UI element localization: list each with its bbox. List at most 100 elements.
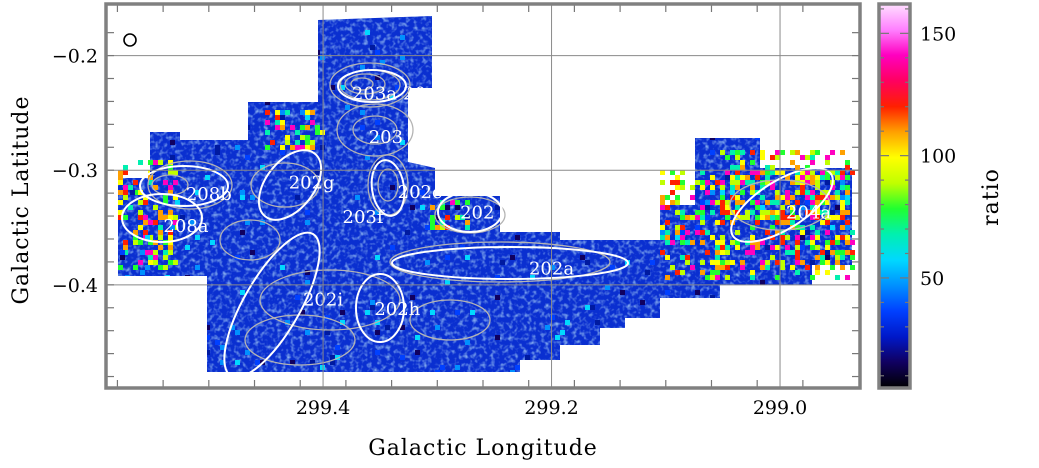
heatmap-pixel <box>695 230 700 235</box>
heatmap-pixel <box>315 170 320 175</box>
heatmap-pixel <box>770 225 775 230</box>
heatmap-pixel <box>740 260 745 265</box>
heatmap-pixel <box>740 265 745 270</box>
heatmap-pixel <box>140 250 145 255</box>
heatmap-pixel <box>735 185 740 190</box>
region-ellipse <box>139 165 229 207</box>
heatmap-pixel <box>825 250 830 255</box>
heatmap-pixel <box>805 190 810 195</box>
heatmap-pixel <box>800 245 805 250</box>
heatmap-pixel <box>760 170 765 175</box>
heatmap-pixel <box>805 165 810 170</box>
heatmap-pixel <box>760 280 765 285</box>
heatmap-pixel <box>305 115 310 120</box>
heatmap-pixel <box>720 205 725 210</box>
heatmap-pixel <box>815 150 820 155</box>
heatmap-pixel <box>810 205 815 210</box>
heatmap-pixel <box>280 145 285 150</box>
heatmap-pixel <box>735 175 740 180</box>
heatmap-pixel <box>710 190 715 195</box>
heatmap-pixel <box>133 190 138 195</box>
region-label: 203 <box>369 127 403 148</box>
heatmap-pixel <box>700 170 705 175</box>
heatmap-pixel <box>148 260 153 265</box>
heatmap-pixel <box>765 210 770 215</box>
heatmap-pixel <box>118 170 123 175</box>
heatmap-pixel <box>730 150 735 155</box>
heatmap-pixel <box>295 295 300 300</box>
heatmap-pixel <box>415 350 420 355</box>
heatmap-pixel <box>705 200 710 205</box>
heatmap-pixel <box>400 35 405 40</box>
heatmap-pixel <box>470 310 475 315</box>
heatmap-pixel <box>168 185 173 190</box>
heatmap-pixel <box>775 245 780 250</box>
heatmap-pixel <box>805 195 810 200</box>
heatmap-pixel <box>335 355 340 360</box>
heatmap-pixel <box>795 255 800 260</box>
x-tick-labels: 299.4 299.2 299.0 <box>296 397 807 419</box>
heatmap-pixel <box>765 200 770 205</box>
heatmap-pixel <box>425 260 430 265</box>
heatmap-pixel <box>650 260 655 265</box>
contour <box>329 62 411 108</box>
heatmap-pixel <box>118 200 123 205</box>
heatmap-pixel <box>143 230 148 235</box>
heatmap-pixel <box>375 330 380 335</box>
heatmap-pixel <box>123 215 128 220</box>
heatmap-pixel <box>750 190 755 195</box>
heatmap-pixel <box>735 150 740 155</box>
contour <box>409 299 491 341</box>
heatmap-pixel <box>305 125 310 130</box>
heatmap-pixel <box>730 175 735 180</box>
heatmap-pixel <box>755 245 760 250</box>
heatmap-pixel <box>365 155 370 160</box>
heatmap-pixel <box>420 205 425 210</box>
heatmap-pixel <box>123 185 128 190</box>
heatmap-pixel <box>715 240 720 245</box>
heatmap-pixel <box>500 260 505 265</box>
heatmap-pixel <box>123 170 128 175</box>
heatmap-pixel <box>180 215 185 220</box>
colorbar-frame <box>877 2 912 390</box>
heatmap-pixel <box>825 155 830 160</box>
heatmap-pixel <box>795 170 800 175</box>
y-tick-label: −0.4 <box>52 275 98 297</box>
heatmap-pixel <box>775 155 780 160</box>
heatmap-pixel <box>340 320 345 325</box>
heatmap-pixel <box>800 175 805 180</box>
heatmap-pixel <box>143 195 148 200</box>
heatmap-pixel <box>153 250 158 255</box>
heatmap-pixel <box>840 185 845 190</box>
heatmap-pixel <box>195 265 200 270</box>
region-ellipse <box>730 167 834 243</box>
heatmap-pixel <box>755 220 760 225</box>
heatmap-pixel <box>680 185 685 190</box>
heatmap-pixel <box>850 250 855 255</box>
heatmap-pixel <box>133 240 138 245</box>
heatmap-pixel <box>770 185 775 190</box>
heatmap-pixel <box>775 260 780 265</box>
heatmap-pixel <box>685 215 690 220</box>
heatmap-pixel <box>795 250 800 255</box>
heatmap-pixel <box>340 310 345 315</box>
heatmap-pixel <box>735 170 740 175</box>
heatmap-pixel <box>430 225 435 230</box>
heatmap-pixel <box>123 240 128 245</box>
heatmap-pixel <box>825 270 830 275</box>
heatmap-pixel <box>163 180 168 185</box>
heatmap-pixel <box>340 85 345 90</box>
heatmap-pixel <box>465 255 470 260</box>
heatmap-pixel <box>680 240 685 245</box>
heatmap-pixel <box>495 275 500 280</box>
heatmap-pixel <box>375 255 380 260</box>
heatmap-pixel <box>830 150 835 155</box>
heatmap-pixel <box>760 210 765 215</box>
heatmap-pixel <box>240 195 245 200</box>
colorbar: 50 100 150 ratio <box>877 2 1004 390</box>
heatmap-pixel <box>760 260 765 265</box>
heatmap-pixel <box>275 110 280 115</box>
heatmap-pixel <box>675 195 680 200</box>
heatmap-pixel <box>695 225 700 230</box>
heatmap-pixel <box>780 210 785 215</box>
